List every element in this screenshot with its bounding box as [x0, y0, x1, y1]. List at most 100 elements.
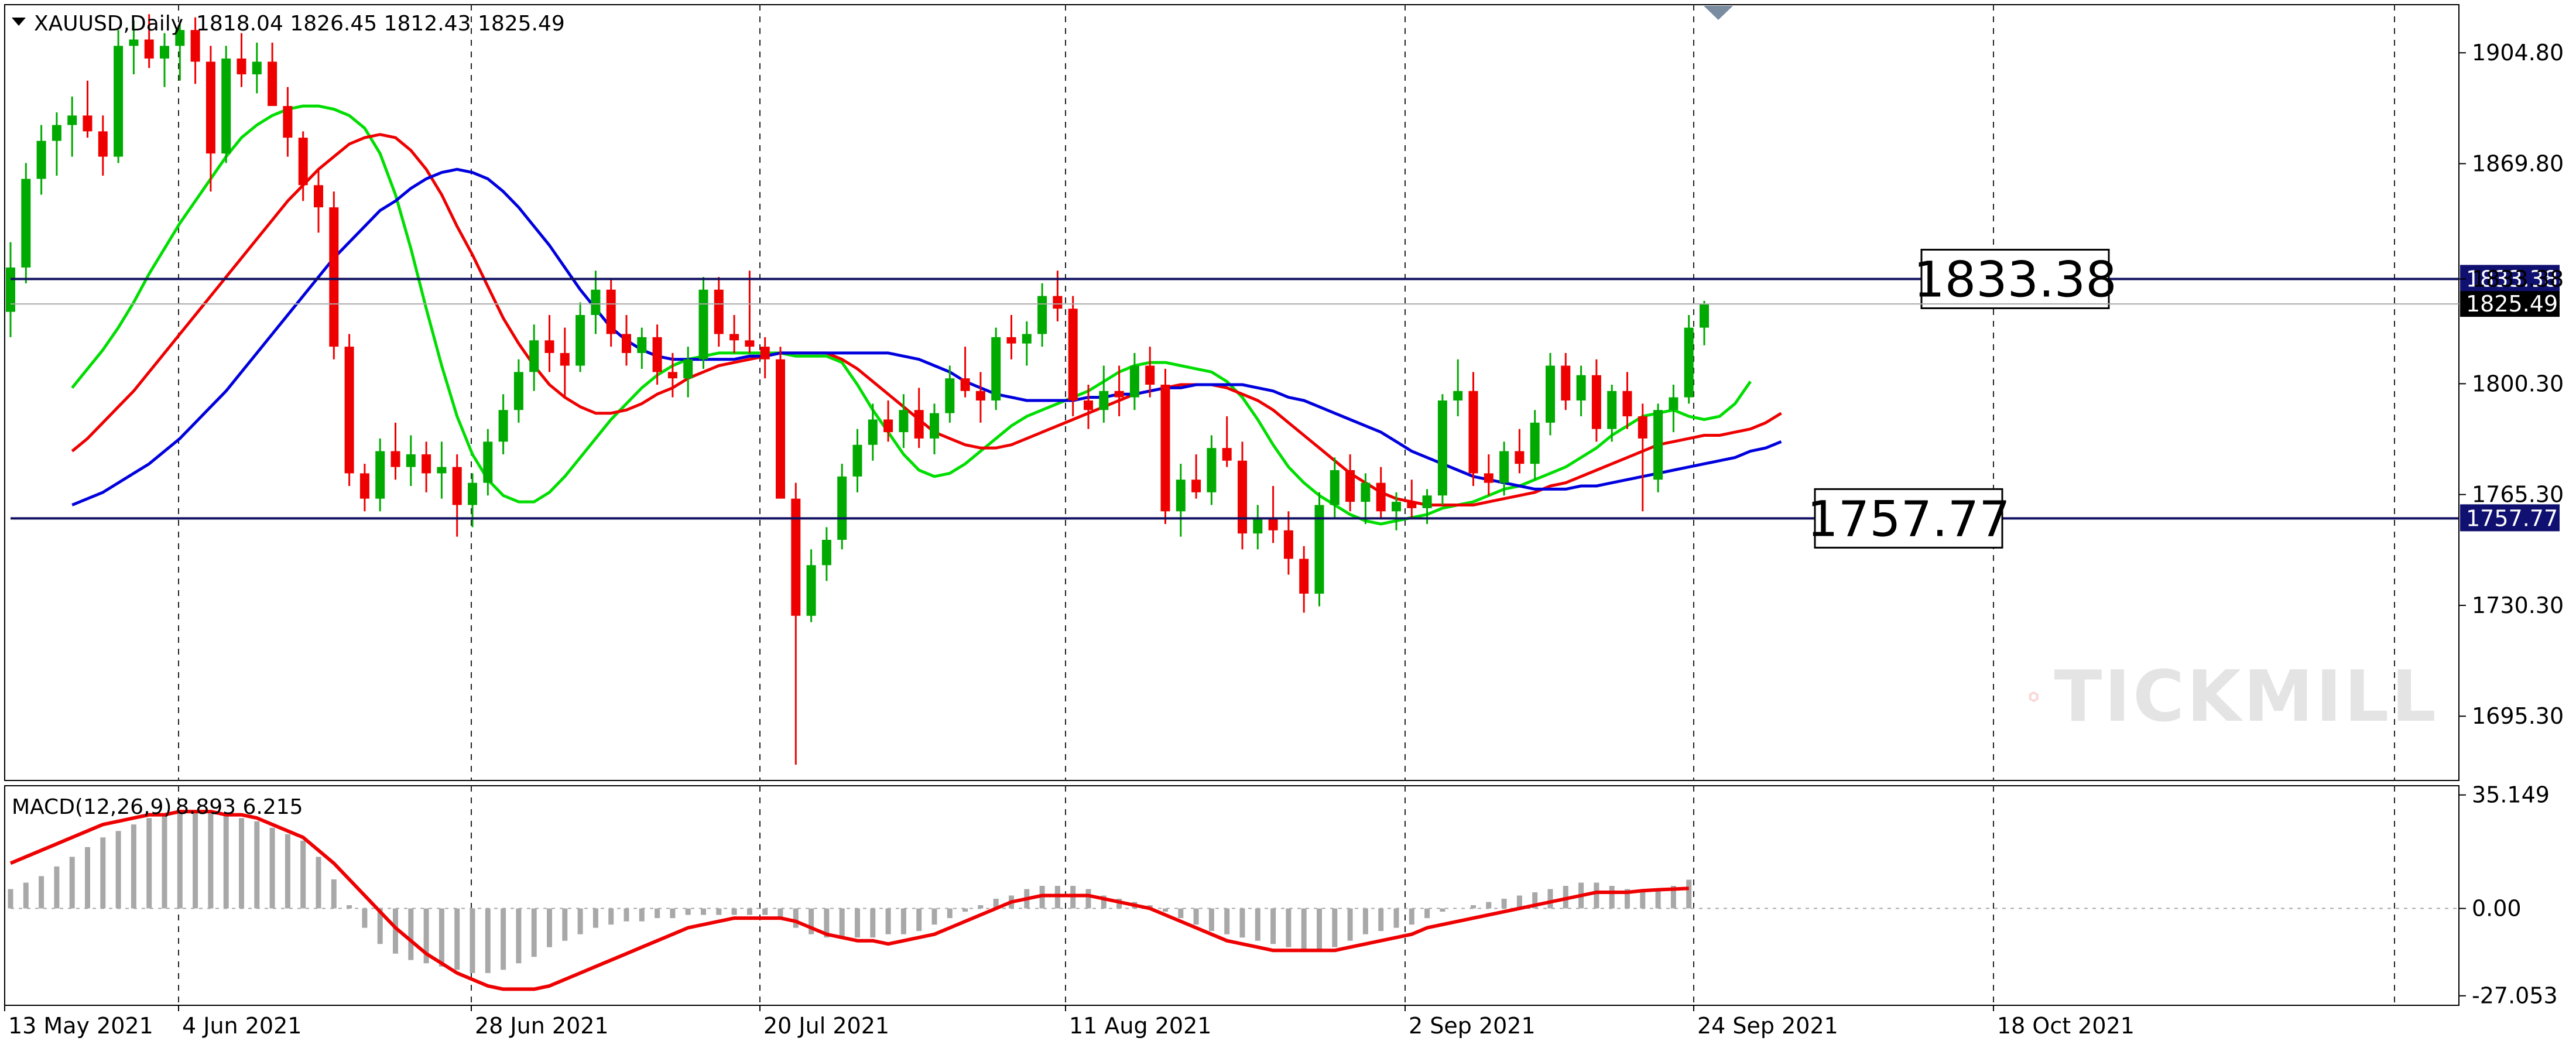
candle-body [1638, 416, 1647, 439]
candle-body [21, 179, 31, 268]
candle-body [1653, 410, 1663, 480]
candle-body [221, 58, 231, 154]
candle-body [899, 410, 909, 433]
candle-body [1407, 502, 1417, 508]
chart-shift-marker-icon[interactable] [1704, 6, 1733, 20]
macd-readout: 8.893 6.215 [176, 795, 303, 819]
candle-body [821, 539, 831, 566]
candle-body [791, 498, 801, 616]
candle-body [945, 378, 955, 413]
candle-body [1084, 400, 1093, 410]
level-axis-badge [2460, 265, 2560, 292]
candle-body [991, 337, 1001, 401]
candle-body [652, 337, 662, 372]
candle-body [1283, 530, 1293, 559]
candle-body [729, 334, 739, 341]
candle-body [1484, 473, 1493, 483]
candle-body [544, 340, 554, 353]
candle-body [1006, 337, 1016, 344]
candle-body [868, 419, 878, 445]
candle-body [129, 39, 139, 46]
candle-body [237, 58, 246, 74]
candle-body [1376, 482, 1386, 512]
candle-body [1114, 391, 1124, 398]
candle-body [1684, 327, 1694, 398]
y-tick-label: 1869.80 [2472, 150, 2564, 176]
candle-body [1222, 448, 1232, 461]
candle-body [329, 207, 339, 347]
candle-body [205, 61, 215, 154]
candle-body [160, 46, 169, 59]
ohlc-readout: 1818.04 1826.45 1812.43 1825.49 [196, 12, 565, 36]
candle-body [513, 372, 523, 410]
candle-body [1561, 365, 1571, 401]
candle-body [1669, 397, 1678, 410]
candle-body [1160, 384, 1170, 512]
candle-body [83, 115, 93, 132]
macd-axis: 35.149 0.00 -27.053 [2459, 782, 2558, 1009]
candle-body [114, 46, 124, 157]
macd-pane-frame [4, 785, 2459, 1006]
moving-average-line [71, 133, 1782, 506]
level-axis-badge-text: 1833.38 [2466, 266, 2558, 292]
candle-body [452, 467, 462, 505]
candle-body [98, 131, 108, 157]
candle-body [975, 391, 985, 401]
candle-body [1268, 518, 1278, 530]
candle-body [1591, 375, 1601, 429]
candle-body [637, 337, 647, 353]
candle-body [1207, 448, 1217, 492]
candle-body [837, 476, 847, 540]
candle-body [852, 444, 862, 477]
candle-body [422, 454, 431, 474]
candle-body [1037, 296, 1047, 334]
candle-body [1253, 518, 1263, 534]
y-tick-label: 1904.80 [2472, 40, 2564, 66]
candle-body [67, 115, 77, 125]
x-tick-label: 2 Sep 2021 [1409, 1013, 1536, 1039]
macd-y-tick-label: -27.053 [2472, 983, 2558, 1009]
candle-body [1468, 391, 1478, 474]
candle-body [1530, 422, 1540, 464]
candle-body [298, 138, 308, 186]
candle-body [606, 289, 616, 334]
candle-body [1099, 391, 1109, 410]
candle-body [252, 61, 262, 74]
candle-body [683, 359, 693, 379]
candle-body [1191, 480, 1201, 492]
candle-body [1176, 480, 1186, 512]
chart-menu-triangle-icon[interactable] [12, 18, 26, 26]
candle-body [498, 410, 508, 442]
level-axis-badge [2460, 504, 2560, 532]
time-axis[interactable]: 13 May 2021 4 Jun 2021 28 Jun 2021 20 Jul 2… [4, 1005, 2135, 1039]
candle-body [52, 125, 61, 141]
level-label-box [1814, 488, 2003, 549]
candle-body [914, 410, 924, 439]
level-label: 1757.77 [1807, 490, 2010, 547]
candle-body [667, 372, 677, 379]
price-axis[interactable]: 1904.80 1869.80 1833.38 1800.30 1765.30 1730.… [2459, 40, 2564, 729]
candle-body [760, 347, 770, 359]
candle-body [1700, 304, 1709, 328]
candle-body [622, 334, 631, 353]
candle-body [190, 30, 200, 62]
y-tick-label: 1765.30 [2472, 482, 2564, 508]
candle-body [1422, 495, 1432, 508]
current-price-badge [2460, 291, 2560, 317]
candle-body [806, 565, 816, 616]
candle-body [1499, 451, 1509, 483]
candle-body [745, 340, 755, 347]
x-tick-label: 28 Jun 2021 [475, 1013, 609, 1039]
x-tick-label: 13 May 2021 [8, 1013, 153, 1039]
candle-body [344, 347, 354, 474]
macd-y-tick-label: 35.149 [2472, 782, 2550, 808]
horizontal-levels[interactable]: 1833.38 1833.38 1757.77 1757.77 1825.49 [11, 248, 2560, 549]
tickmill-logo-icon [2029, 691, 2039, 703]
level-label-box [1920, 248, 2110, 309]
candle-body [1576, 375, 1586, 401]
moving-average-line [71, 104, 1752, 526]
candle-body [483, 441, 493, 483]
macd-signal-line [9, 810, 1689, 991]
